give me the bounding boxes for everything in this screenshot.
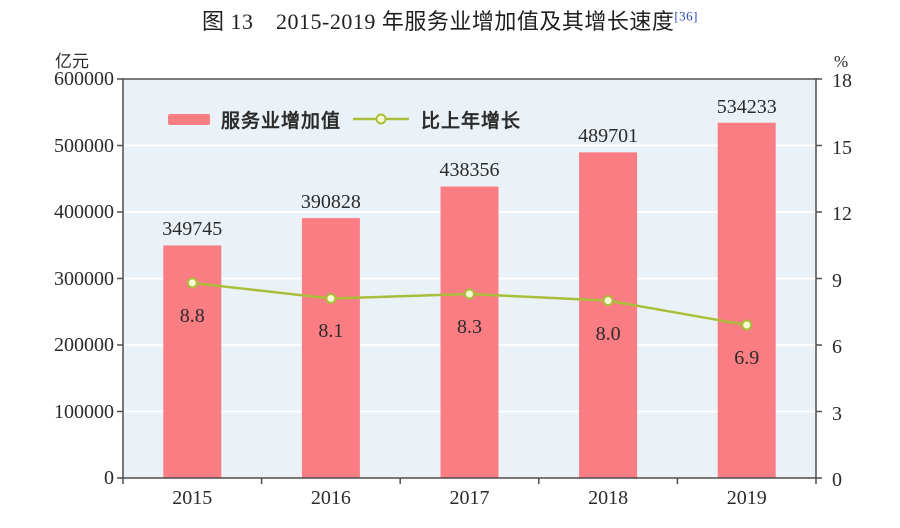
chart-legend: 服务业增加值 比上年增长 bbox=[168, 106, 521, 132]
y-right-tick-label: 18 bbox=[832, 70, 852, 92]
growth-value-label: 6.9 bbox=[734, 347, 760, 370]
footnote-ref[interactable]: [36] bbox=[674, 8, 698, 24]
growth-value-label: 8.1 bbox=[318, 320, 344, 343]
growth-marker-2017[interactable] bbox=[464, 288, 475, 300]
y-left-tick-label: 300000 bbox=[54, 267, 114, 290]
x-tick-label: 2018 bbox=[588, 487, 629, 509]
legend-bar-swatch bbox=[168, 113, 210, 125]
right-axis-unit-label: % bbox=[834, 52, 849, 71]
growth-value-label: 8.0 bbox=[595, 322, 621, 345]
growth-value-label: 8.8 bbox=[179, 304, 205, 327]
y-right-tick-label: 0 bbox=[832, 469, 842, 491]
bar-value-label: 489701 bbox=[578, 125, 639, 148]
bar-2016[interactable] bbox=[301, 218, 360, 479]
bar-2019[interactable] bbox=[717, 122, 776, 479]
x-tick-label: 2019 bbox=[726, 487, 767, 509]
y-left-tick-label: 200000 bbox=[54, 334, 114, 356]
figure-title-text: 图 13 2015-2019 年服务业增加值及其增长速度 bbox=[202, 9, 675, 34]
y-left-tick-label: 600000 bbox=[54, 68, 114, 90]
y-left-tick-label: 100000 bbox=[54, 400, 114, 423]
y-right-tick-label: 3 bbox=[832, 402, 842, 425]
y-right-tick-label: 6 bbox=[832, 336, 842, 358]
y-left-tick-label: 0 bbox=[104, 467, 114, 489]
legend-line-swatch bbox=[353, 113, 410, 125]
x-tick-label: 2017 bbox=[449, 487, 490, 509]
bar-value-label: 390828 bbox=[300, 191, 361, 214]
growth-marker-2019[interactable] bbox=[741, 319, 753, 331]
bar-value-label: 438356 bbox=[439, 159, 500, 182]
y-left-tick-label: 500000 bbox=[54, 134, 114, 157]
y-left-tick-label: 400000 bbox=[54, 201, 114, 223]
growth-marker-2015[interactable] bbox=[186, 277, 198, 289]
growth-marker-2018[interactable] bbox=[602, 295, 614, 307]
growth-marker-2016[interactable] bbox=[325, 292, 337, 304]
y-right-tick-label: 15 bbox=[832, 136, 852, 159]
figure-title: 图 13 2015-2019 年服务业增加值及其增长速度[36] bbox=[0, 8, 900, 36]
bar-value-label: 534233 bbox=[716, 95, 777, 118]
bar-2018[interactable] bbox=[579, 152, 638, 479]
growth-value-label: 8.3 bbox=[457, 316, 482, 339]
legend-line-label: 比上年增长 bbox=[421, 110, 522, 132]
left-axis-unit-label: 亿元 bbox=[55, 52, 89, 71]
y-right-tick-label: 9 bbox=[832, 269, 842, 292]
bar-value-label: 349745 bbox=[162, 218, 223, 241]
x-tick-label: 2016 bbox=[310, 487, 351, 509]
legend-bar-label: 服务业增加值 bbox=[221, 110, 342, 132]
y-right-tick-label: 12 bbox=[832, 203, 852, 225]
bar-2017[interactable] bbox=[440, 186, 499, 478]
x-tick-label: 2015 bbox=[172, 487, 213, 509]
